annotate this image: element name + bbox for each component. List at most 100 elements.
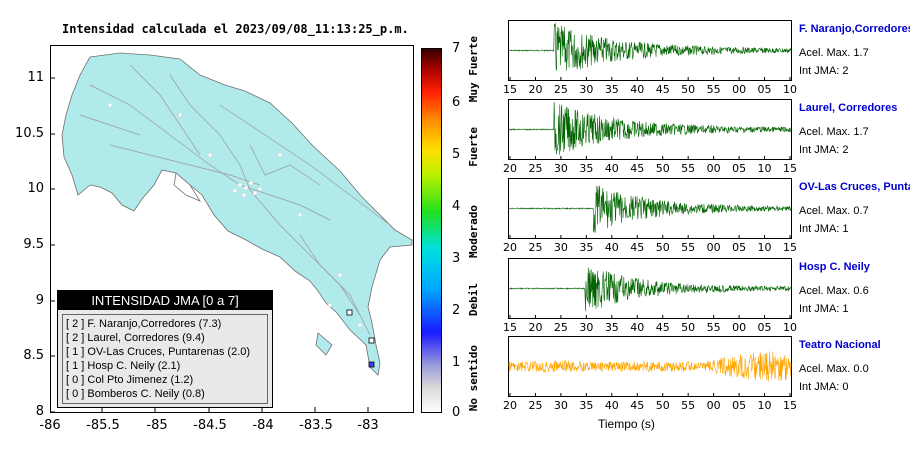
waveform-tick-label: 25 <box>553 83 568 96</box>
waveform-tick-label: 35 <box>579 241 594 254</box>
waveform-plot <box>508 178 792 239</box>
waveform-tick-label: 25 <box>528 162 543 175</box>
colorbar-label-muy-fuerte: Muy Fuerte <box>467 36 480 103</box>
waveform-tick-label: 10 <box>757 241 772 254</box>
colorbar-label-moderado: Moderado <box>467 205 480 258</box>
waveform-tick-label: 40 <box>604 241 619 254</box>
waveform-tick-label: 50 <box>655 241 670 254</box>
waveform-trace <box>508 101 792 155</box>
station-max-accel: Acel. Max. 0.0 <box>799 363 869 375</box>
x-tick: -84.5 <box>193 418 227 433</box>
colorbar-tick: 6 <box>452 95 461 110</box>
waveform-tick-label: 25 <box>528 241 543 254</box>
waveform-tick-label: 15 <box>503 321 517 334</box>
waveform-tick-label: 05 <box>732 241 747 254</box>
waveform-tick-label: 50 <box>655 399 670 412</box>
waveform-tick-label: 15 <box>783 162 797 175</box>
waveform-tick-label: 30 <box>579 321 594 334</box>
waveform-trace <box>508 351 792 382</box>
station-name: Teatro Nacional <box>799 339 881 351</box>
waveform-tick-label: 45 <box>630 399 645 412</box>
station-marker <box>368 361 375 368</box>
waveform-tick-label: 00 <box>706 162 721 175</box>
waveform-tick-label: 40 <box>630 83 645 96</box>
waveform-tick-label: 35 <box>579 162 594 175</box>
waveform-trace <box>508 23 792 72</box>
legend-row: [ 0 ] Bomberos C. Neily (0.8) <box>66 388 205 400</box>
station-name: Hosp C. Neily <box>799 261 870 273</box>
waveform-tick-label: 00 <box>732 83 747 96</box>
waveform-tick-label: 05 <box>732 162 747 175</box>
waveform-tick-label: 05 <box>757 83 772 96</box>
waveform-tick-label: 20 <box>503 241 517 254</box>
legend-title: INTENSIDAD JMA [0 a 7] <box>58 291 272 310</box>
time-axis-label: Tiempo (s) <box>598 417 655 431</box>
waveform-tick-label: 05 <box>757 321 772 334</box>
map-title: Intensidad calculada el 2023/09/08_11:13… <box>62 22 409 36</box>
waveform-plot <box>508 336 792 397</box>
x-tick: -83 <box>357 418 379 433</box>
waveform-tick-label: 40 <box>630 321 645 334</box>
waveform-tick-label: 10 <box>783 83 797 96</box>
intensity-legend: INTENSIDAD JMA [0 a 7] [ 2 ] F. Naranjo,… <box>57 290 273 408</box>
station-marker <box>346 309 353 316</box>
legend-row: [ 1 ] OV-Las Cruces, Puntarenas (2.0) <box>66 346 251 358</box>
x-tick: -85.5 <box>86 418 120 433</box>
legend-row: [ 1 ] Hosp C. Neily (2.1) <box>66 360 181 372</box>
station-max-accel: Acel. Max. 1.7 <box>799 126 869 138</box>
waveform-tick-label: 00 <box>732 321 747 334</box>
waveform-tick-label: 20 <box>503 399 517 412</box>
waveform-tick-label: 25 <box>528 399 543 412</box>
colorbar-label-no-sentido: No sentido <box>467 345 480 412</box>
y-tick: 10 <box>27 181 44 196</box>
waveform-tick-label: 25 <box>553 321 568 334</box>
station-max-accel: Acel. Max. 0.6 <box>799 285 869 297</box>
y-tick: 8.5 <box>23 348 44 363</box>
waveform-plot <box>508 20 792 81</box>
waveform-tick-label: 15 <box>783 241 797 254</box>
waveform-tick-label: 40 <box>604 399 619 412</box>
colorbar-tick: 4 <box>452 199 461 214</box>
colorbar-tick: 7 <box>452 41 461 56</box>
waveform-tick-label: 55 <box>681 399 696 412</box>
waveform-tick-label: 35 <box>604 83 619 96</box>
y-tick: 9 <box>35 293 44 308</box>
colorbar-tick: 2 <box>452 303 461 318</box>
colorbar-tick: 5 <box>452 147 461 162</box>
waveform-tick-label: 20 <box>528 321 543 334</box>
waveform-tick-label: 45 <box>630 162 645 175</box>
y-tick: 9.5 <box>23 237 44 252</box>
station-jma-intensity: Int JMA: 2 <box>799 144 849 156</box>
x-tick: -85 <box>146 418 168 433</box>
waveform-tick-label: 45 <box>655 83 670 96</box>
waveform-tick-label: 50 <box>681 83 696 96</box>
waveform-tick-label: 00 <box>706 241 721 254</box>
waveform-tick-label: 45 <box>655 321 670 334</box>
station-jma-intensity: Int JMA: 1 <box>799 303 849 315</box>
legend-row: [ 2 ] Laurel, Corredores (9.4) <box>66 332 205 344</box>
waveform-tick-label: 20 <box>503 162 517 175</box>
waveform-tick-label: 10 <box>757 162 772 175</box>
waveform-plot <box>508 258 792 319</box>
waveform-tick-label: 55 <box>681 241 696 254</box>
legend-row: [ 2 ] F. Naranjo,Corredores (7.3) <box>66 318 222 330</box>
waveform-tick-label: 30 <box>579 83 594 96</box>
colorbar-label-debil: Debil <box>467 283 480 317</box>
waveform-plot <box>508 99 792 160</box>
x-tick: -83.5 <box>299 418 333 433</box>
legend-row: [ 0 ] Col Pto Jimenez (1.2) <box>66 374 194 386</box>
waveform-tick-label: 30 <box>553 399 568 412</box>
x-tick: -86 <box>39 418 61 433</box>
waveform-tick-label: 10 <box>757 399 772 412</box>
waveform-tick-label: 55 <box>681 162 696 175</box>
waveform-tick-label: 20 <box>528 83 543 96</box>
waveform-tick-label: 55 <box>706 321 721 334</box>
y-tick: 10.5 <box>15 126 44 141</box>
station-jma-intensity: Int JMA: 2 <box>799 65 849 77</box>
station-name: Laurel, Corredores <box>799 102 898 114</box>
waveform-tick-label: 35 <box>579 399 594 412</box>
station-jma-intensity: Int JMA: 0 <box>799 381 849 393</box>
waveform-tick-label: 05 <box>732 399 747 412</box>
waveform-trace <box>508 267 792 312</box>
station-name: OV-Las Cruces, Puntar <box>799 181 910 193</box>
